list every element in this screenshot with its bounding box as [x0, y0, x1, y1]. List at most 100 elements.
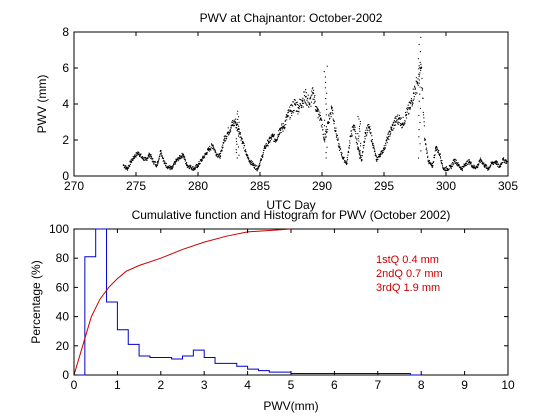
histogram-series	[74, 228, 422, 376]
pwv-trace-dot	[340, 151, 342, 154]
pwv-trace-dot	[240, 139, 242, 141]
pwv-trace-dot	[194, 168, 196, 170]
pwv-trace-dot	[386, 136, 388, 138]
pwv-spike-dot	[357, 147, 359, 149]
pwv-trace-dot	[459, 167, 462, 169]
pwv-spike-dot	[326, 65, 328, 67]
pwv-trace-dot	[355, 137, 357, 140]
pwv-trace-dot	[307, 94, 309, 96]
pwv-trace-dot	[396, 121, 398, 123]
pwv-trace-dot	[270, 135, 272, 137]
pwv-trace-dot	[375, 155, 377, 158]
pwv-trace-dot	[140, 153, 142, 155]
pwv-trace-dot	[272, 133, 274, 135]
pwv-trace-dot	[238, 131, 241, 133]
pwv-trace-dot	[185, 163, 187, 165]
pwv-trace-dot	[172, 166, 174, 168]
pwv-trace-dot	[241, 138, 243, 140]
pwv-trace-dot	[321, 126, 323, 128]
pwv-trace-dot	[282, 125, 284, 128]
pwv-trace-dot	[337, 145, 340, 147]
pwv-trace-dot	[307, 97, 309, 99]
pwv-trace-dot	[248, 157, 250, 160]
pwv-trace-dot	[479, 161, 481, 163]
pwv-trace-dot	[367, 126, 369, 128]
pwv-trace-dot	[359, 153, 361, 155]
pwv-trace-dot	[152, 161, 154, 163]
pwv-trace-dot	[383, 148, 386, 151]
pwv-trace-dot	[280, 126, 283, 129]
top-ytick-label: 2	[62, 133, 69, 147]
pwv-trace-dot	[412, 88, 414, 90]
pwv-spike-dot	[236, 113, 238, 115]
pwv-trace-dot	[150, 155, 153, 157]
pwv-trace-dot	[269, 141, 271, 143]
pwv-trace-dot	[417, 78, 419, 80]
pwv-trace-dot	[290, 104, 292, 107]
pwv-trace-dot	[176, 158, 178, 160]
pwv-trace-dot	[160, 154, 162, 156]
pwv-trace-dot	[415, 93, 417, 95]
pwv-trace-dot	[505, 162, 508, 164]
pwv-trace-dot	[287, 109, 289, 112]
pwv-trace-dot	[307, 101, 309, 103]
pwv-trace-dot	[184, 156, 186, 158]
pwv-trace-dot	[461, 169, 463, 171]
pwv-trace-dot	[318, 114, 321, 116]
pwv-trace-dot	[171, 168, 173, 170]
pwv-trace-dot	[470, 162, 472, 165]
pwv-spike-dot	[235, 124, 237, 126]
pwv-trace-dot	[386, 138, 389, 140]
pwv-trace-dot	[500, 165, 502, 167]
pwv-spike-dot	[236, 157, 238, 159]
pwv-trace-dot	[304, 91, 306, 93]
pwv-trace-dot	[174, 163, 177, 165]
pwv-trace-dot	[316, 106, 318, 108]
annotation-1stq: 1stQ 0.4 mm	[376, 254, 439, 266]
pwv-trace-dot	[424, 138, 426, 141]
pwv-trace-dot	[229, 128, 232, 130]
pwv-trace-dot	[345, 161, 347, 164]
pwv-trace-dot	[177, 159, 179, 161]
pwv-trace-dot	[441, 159, 443, 162]
pwv-trace-dot	[158, 158, 160, 160]
pwv-trace-dot	[411, 105, 413, 107]
pwv-trace-dot	[304, 102, 306, 104]
pwv-trace-dot	[321, 123, 323, 126]
pwv-spike-dot	[238, 121, 240, 123]
pwv-trace-dot	[270, 136, 272, 139]
pwv-trace-dot	[236, 128, 239, 131]
pwv-trace-dot	[129, 160, 131, 162]
pwv-spike-dot	[418, 100, 420, 102]
pwv-trace-dot	[302, 102, 305, 104]
pwv-trace-dot	[341, 156, 344, 158]
pwv-trace-dot	[408, 112, 410, 114]
pwv-trace-dot	[156, 164, 158, 166]
pwv-trace-dot	[443, 169, 445, 171]
pwv-trace-dot	[382, 147, 385, 149]
pwv-trace-dot	[279, 132, 281, 134]
pwv-trace-dot	[311, 88, 313, 90]
pwv-trace-dot	[230, 130, 232, 132]
pwv-trace-dot	[425, 144, 427, 146]
pwv-trace-dot	[360, 156, 362, 159]
pwv-trace-dot	[400, 122, 402, 125]
pwv-trace-dot	[290, 112, 293, 114]
pwv-trace-dot	[476, 165, 478, 168]
pwv-trace-dot	[317, 117, 319, 119]
pwv-trace-dot	[311, 92, 314, 94]
pwv-trace-dot	[414, 88, 416, 90]
pwv-trace-dot	[310, 105, 312, 107]
pwv-trace-dot	[386, 140, 388, 142]
pwv-trace-dot	[373, 146, 375, 148]
pwv-trace-dot	[432, 164, 434, 167]
pwv-trace-dot	[308, 106, 310, 108]
pwv-trace-dot	[438, 154, 441, 157]
pwv-trace-dot	[231, 124, 233, 126]
pwv-trace-dot	[147, 154, 150, 156]
pwv-trace-dot	[227, 134, 230, 136]
pwv-trace-dot	[389, 134, 391, 136]
pwv-trace-dot	[441, 164, 444, 166]
pwv-trace-dot	[280, 131, 282, 134]
pwv-trace-dot	[293, 109, 295, 112]
